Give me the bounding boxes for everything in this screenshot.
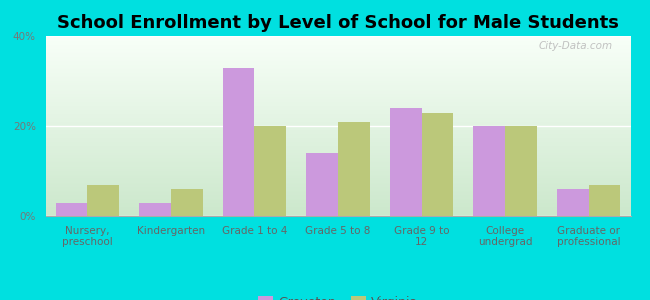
Bar <box>589 184 621 216</box>
Bar <box>223 68 254 216</box>
Bar <box>505 126 537 216</box>
Bar <box>473 126 505 216</box>
Text: City-Data.com: City-Data.com <box>539 41 613 51</box>
Bar <box>254 126 286 216</box>
Bar <box>422 112 453 216</box>
Bar <box>306 153 338 216</box>
Bar <box>139 202 171 216</box>
Title: School Enrollment by Level of School for Male Students: School Enrollment by Level of School for… <box>57 14 619 32</box>
Bar <box>55 202 87 216</box>
Bar <box>87 184 119 216</box>
Bar <box>557 189 589 216</box>
Bar <box>390 108 422 216</box>
Legend: Groveton, Virginia: Groveton, Virginia <box>253 291 423 300</box>
Bar <box>338 122 370 216</box>
Bar <box>171 189 203 216</box>
